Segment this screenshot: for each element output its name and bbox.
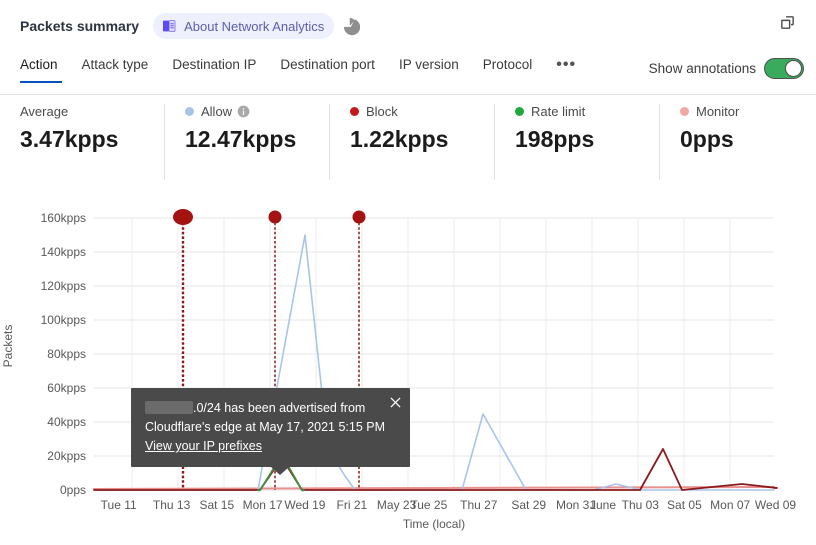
svg-text:Thu 03: Thu 03 bbox=[622, 498, 660, 512]
svg-text:Mon 07: Mon 07 bbox=[710, 498, 750, 512]
svg-text:Mon 17: Mon 17 bbox=[243, 498, 283, 512]
svg-text:40kpps: 40kpps bbox=[47, 415, 86, 429]
svg-text:100kpps: 100kpps bbox=[41, 313, 86, 327]
svg-text:0pps: 0pps bbox=[60, 483, 86, 497]
svg-text:Packets: Packets bbox=[1, 325, 15, 368]
svg-text:Sat 05: Sat 05 bbox=[667, 498, 702, 512]
svg-text:Sat 29: Sat 29 bbox=[511, 498, 546, 512]
svg-text:Fri 21: Fri 21 bbox=[337, 498, 368, 512]
svg-text:Thu 13: Thu 13 bbox=[153, 498, 191, 512]
svg-text:Tue 11: Tue 11 bbox=[101, 498, 137, 512]
svg-text:20kpps: 20kpps bbox=[47, 449, 86, 463]
svg-text:60kpps: 60kpps bbox=[47, 381, 86, 395]
svg-text:Thu 27: Thu 27 bbox=[460, 498, 498, 512]
svg-text:Wed 09: Wed 09 bbox=[755, 498, 796, 512]
svg-text:140kpps: 140kpps bbox=[41, 245, 86, 259]
svg-text:120kpps: 120kpps bbox=[41, 279, 86, 293]
svg-text:June: June bbox=[590, 498, 616, 512]
svg-text:Wed 19: Wed 19 bbox=[284, 498, 325, 512]
svg-text:Tue 25: Tue 25 bbox=[410, 498, 447, 512]
svg-text:160kpps: 160kpps bbox=[41, 211, 86, 225]
svg-text:80kpps: 80kpps bbox=[47, 347, 86, 361]
svg-text:Time (local): Time (local) bbox=[403, 517, 465, 531]
svg-text:Sat 15: Sat 15 bbox=[199, 498, 234, 512]
